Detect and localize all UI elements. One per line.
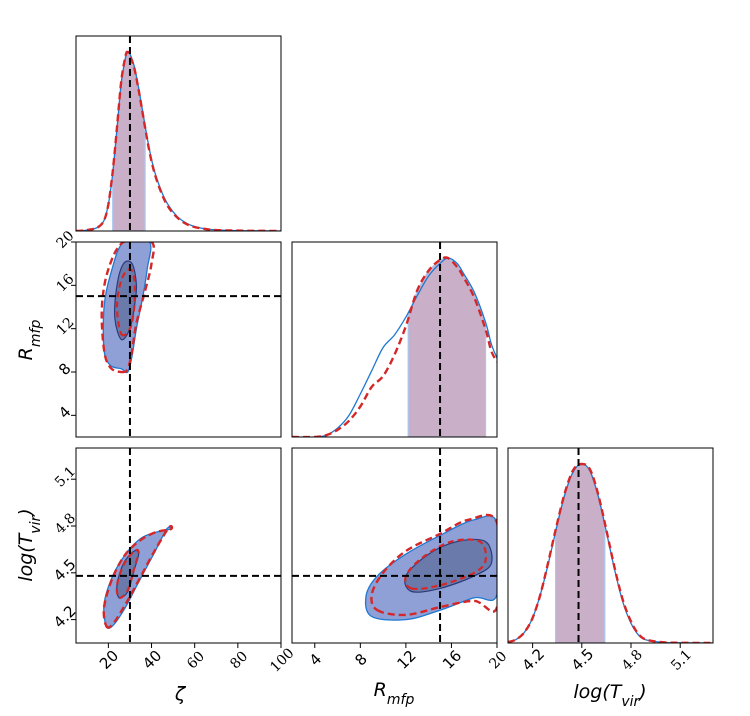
- y-tick-label: 4: [55, 403, 74, 422]
- x-tick-label: 4: [306, 650, 325, 669]
- x-axis-label-rmfp: Rmfp: [374, 679, 415, 708]
- x-tick-label: 20: [486, 648, 510, 672]
- marginal-line-b-zeta: [76, 50, 281, 231]
- contour-inner-b: [115, 548, 140, 599]
- panel-frame: [507, 447, 714, 644]
- x-tick-label: 4.5: [568, 645, 598, 675]
- panel-frame: [75, 241, 282, 438]
- contour-outer-a: [103, 526, 173, 630]
- x-tick-label: 4.8: [619, 647, 646, 674]
- contour-inner-a: [114, 260, 138, 341]
- panel-frame: [75, 35, 282, 232]
- x-tick-label: 60: [184, 648, 208, 672]
- marginal-line-b-logtvir: [508, 462, 713, 643]
- x-axis-label-logtvir: log(Tvir): [573, 681, 646, 710]
- y-axis-label-rmfp: Rmfp: [15, 320, 44, 361]
- contour-panel-rmfp_logtvir: [292, 448, 497, 643]
- contour-inner-b: [404, 538, 488, 591]
- marginal-zeta: [76, 36, 281, 231]
- x-tick-label: 100: [267, 645, 297, 675]
- y-tick-label: 20: [54, 228, 78, 252]
- y-tick-label: 8: [55, 359, 74, 378]
- credible-interval-zeta: [112, 51, 146, 231]
- y-axis-label-logtvir: log(Tvir): [15, 508, 44, 581]
- marginal-rmfp: [292, 242, 497, 437]
- marginal-line-a-zeta: [76, 51, 281, 231]
- contour-inner-b: [115, 267, 136, 337]
- x-tick-label: 4.2: [519, 645, 549, 675]
- marginal-line-b-rmfp: [292, 256, 497, 437]
- y-tick-label: 4.5: [50, 555, 80, 585]
- contour-panel-zeta_rmfp: [76, 242, 281, 437]
- x-tick-label: 8: [351, 650, 370, 669]
- contour-outer-b: [102, 524, 174, 629]
- contour-outer-b: [370, 513, 497, 617]
- y-tick-label: 16: [54, 271, 78, 295]
- x-axis-label-zeta: ζ: [174, 683, 187, 705]
- x-tick-label: 5.1: [668, 647, 695, 674]
- x-tick-label: 12: [393, 647, 419, 673]
- x-tick-label: 80: [227, 648, 251, 672]
- y-tick-label: 5.1: [52, 464, 79, 491]
- x-tick-label: 40: [139, 647, 165, 673]
- panel-frame: [291, 241, 498, 438]
- x-tick-label: 20: [96, 647, 122, 673]
- panel-frame: [291, 447, 498, 644]
- y-tick-label: 12: [54, 315, 78, 339]
- marginal-logtvir: [508, 448, 713, 643]
- y-tick-label: 4.2: [50, 602, 80, 632]
- contour-panel-zeta_logtvir: [76, 448, 281, 643]
- panel-frame: [75, 447, 282, 644]
- contour-outer-b: [100, 242, 156, 374]
- x-tick-label: 16: [439, 647, 465, 673]
- credible-interval-rmfp: [407, 257, 487, 437]
- y-tick-label: 4.8: [52, 510, 79, 537]
